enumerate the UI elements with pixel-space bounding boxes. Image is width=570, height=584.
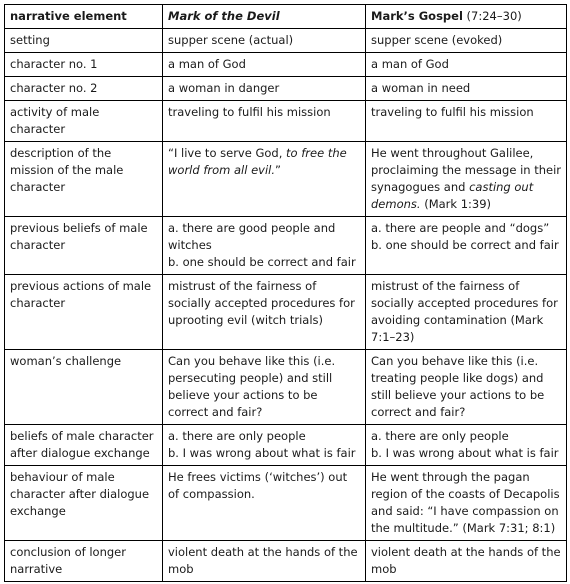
gospel-cell: a woman in need — [365, 76, 567, 101]
header-narrative-element: narrative element — [4, 4, 163, 29]
devil-item-a: a. there are good people and witches — [168, 221, 336, 252]
gospel-cell: traveling to fulfil his mission — [365, 100, 567, 142]
header-row: narrative element Mark of the Devil Mark… — [4, 4, 567, 29]
row-label: behaviour of male character after dialog… — [4, 465, 163, 541]
gospel-text-plain: He went throughout Galilee, proclaiming … — [371, 146, 562, 194]
devil-quote-close: ” — [275, 163, 281, 177]
gospel-cell: a man of God — [365, 52, 567, 77]
table-row: previous beliefs of male character a. th… — [4, 216, 567, 275]
row-label: previous actions of male character — [4, 274, 163, 350]
gospel-cell: violent death at the hands of the mob — [365, 540, 567, 582]
row-label: woman’s challenge — [4, 349, 163, 425]
devil-item-b: b. I was wrong about what is fair — [168, 446, 356, 460]
devil-cell: a. there are only people b. I was wrong a… — [162, 424, 366, 466]
row-label: character no. 2 — [4, 76, 163, 101]
row-label: setting — [4, 28, 163, 53]
header-marks-gospel: Mark’s Gospel (7:24–30) — [365, 4, 567, 29]
table-row: description of the mission of the male c… — [4, 141, 567, 217]
gospel-text-ref: (Mark 1:39) — [420, 197, 492, 211]
devil-cell: a woman in danger — [162, 76, 366, 101]
gospel-cell: mistrust of the fairness of socially acc… — [365, 274, 567, 350]
table-row: setting supper scene (actual) supper sce… — [4, 28, 567, 53]
row-label: previous beliefs of male character — [4, 216, 163, 275]
table-row: woman’s challenge Can you behave like th… — [4, 349, 567, 425]
row-label: beliefs of male character after dialogue… — [4, 424, 163, 466]
devil-cell: Can you behave like this (i.e. persecuti… — [162, 349, 366, 425]
devil-cell: a. there are good people and witches b. o… — [162, 216, 366, 275]
gospel-text-italic: casting out demons. — [371, 180, 534, 211]
devil-cell: mistrust of the fairness of socially acc… — [162, 274, 366, 350]
gospel-cell: supper scene (evoked) — [365, 28, 567, 53]
devil-quote-italic: to free the world from all evil. — [168, 146, 347, 177]
row-label: description of the mission of the male c… — [4, 141, 163, 217]
gospel-item-b: b. I was wrong about what is fair — [371, 446, 559, 460]
table-row: previous actions of male character mistr… — [4, 274, 567, 350]
row-label: activity of male character — [4, 100, 163, 142]
devil-cell: a man of God — [162, 52, 366, 77]
row-label: character no. 1 — [4, 52, 163, 77]
devil-item-b: b. one should be correct and fair — [168, 255, 356, 269]
gospel-item-a: a. there are only people — [371, 429, 509, 443]
gospel-cell: a. there are people and “dogs” b. one sho… — [365, 216, 567, 275]
header-film-title: Mark of the Devil — [168, 9, 280, 23]
table-row: character no. 1 a man of God a man of Go… — [4, 52, 567, 77]
comparison-table: narrative element Mark of the Devil Mark… — [4, 4, 567, 582]
table-row: activity of male character traveling to … — [4, 100, 567, 142]
devil-cell: traveling to fulfil his mission — [162, 100, 366, 142]
gospel-item-b: b. one should be correct and fair — [371, 238, 559, 252]
gospel-cell: He went throughout Galilee, proclaiming … — [365, 141, 567, 217]
table-row: beliefs of male character after dialogue… — [4, 424, 567, 466]
gospel-cell: a. there are only people b. I was wrong a… — [365, 424, 567, 466]
table-row: behaviour of male character after dialog… — [4, 465, 567, 541]
devil-cell: He frees victims (‘witches’) out of comp… — [162, 465, 366, 541]
devil-cell: violent death at the hands of the mob — [162, 540, 366, 582]
table-row: conclusion of longer narrative violent d… — [4, 540, 567, 582]
devil-quote-plain: “I live to serve God, — [168, 146, 287, 160]
header-mark-of-the-devil: Mark of the Devil — [162, 4, 366, 29]
header-gospel-title: Mark’s Gospel — [371, 9, 463, 23]
devil-cell: “I live to serve God, to free the world … — [162, 141, 366, 217]
header-gospel-ref: (7:24–30) — [462, 9, 522, 23]
devil-cell: supper scene (actual) — [162, 28, 366, 53]
gospel-cell: He went through the pagan region of the … — [365, 465, 567, 541]
table-row: character no. 2 a woman in danger a woma… — [4, 76, 567, 101]
row-label: conclusion of longer narrative — [4, 540, 163, 582]
devil-item-a: a. there are only people — [168, 429, 306, 443]
gospel-cell: Can you behave like this (i.e. treating … — [365, 349, 567, 425]
gospel-item-a: a. there are people and “dogs” — [371, 221, 550, 235]
